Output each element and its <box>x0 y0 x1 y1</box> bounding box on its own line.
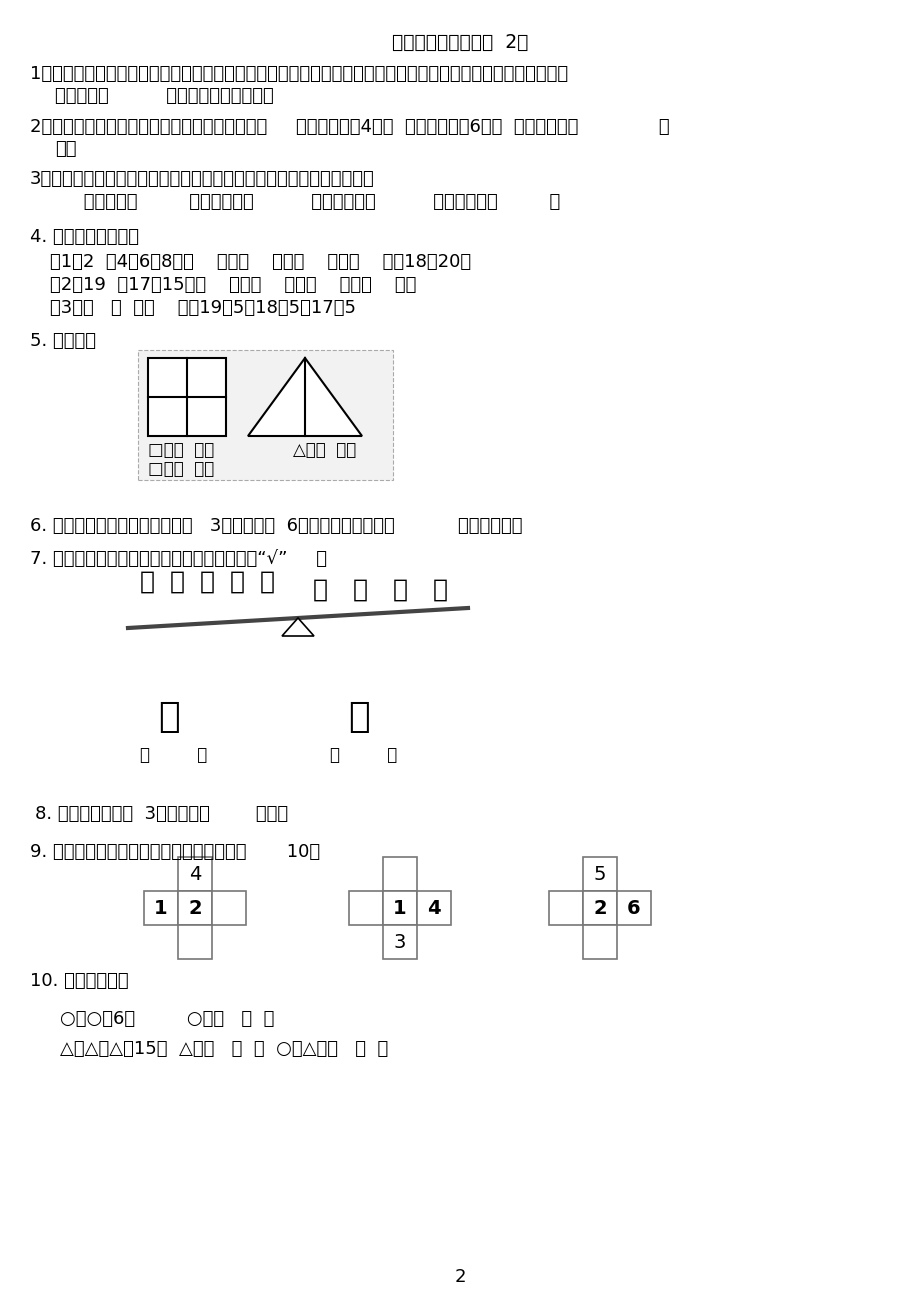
Text: 2: 2 <box>188 899 201 917</box>
Text: 🦌: 🦌 <box>347 700 369 734</box>
Text: 8. 把一条长绳剪成  3根，剪了（        ）次。: 8. 把一条长绳剪成 3根，剪了（ ）次。 <box>35 805 288 823</box>
Text: 4. 找规律，填一填。: 4. 找规律，填一填。 <box>30 228 139 246</box>
Bar <box>382 857 416 891</box>
Text: 🐒: 🐒 <box>158 700 179 734</box>
Text: 🦌: 🦌 <box>433 579 448 602</box>
Text: 5. 数一数。: 5. 数一数。 <box>30 332 96 351</box>
Text: 1: 1 <box>154 899 167 917</box>
Bar <box>583 925 617 959</box>
Text: 7. 一只小猴重还是一只小鹿重？在重的下面画“√”     。: 7. 一只小猴重还是一只小鹿重？在重的下面画“√” 。 <box>30 550 326 568</box>
Bar <box>617 891 651 925</box>
Text: 🐒: 🐒 <box>199 569 215 594</box>
Text: 6: 6 <box>627 899 641 917</box>
Bar <box>148 358 226 437</box>
Polygon shape <box>248 358 361 437</box>
Text: 多。: 多。 <box>55 139 76 158</box>
Text: ○＋○＝6，         ○＝（   ）  ，: ○＋○＝6， ○＝（ ） ， <box>60 1010 274 1028</box>
Text: 🦌: 🦌 <box>353 579 368 602</box>
Bar <box>382 925 416 959</box>
Text: 2: 2 <box>454 1268 465 1286</box>
Text: 🐒: 🐒 <box>260 569 275 594</box>
Text: 5: 5 <box>593 864 606 883</box>
Text: 6. 小朋友们排排坐，小红前面有   3人，后面有  6人，这一队一共有（           ）个小朋友。: 6. 小朋友们排排坐，小红前面有 3人，后面有 6人，这一队一共有（ ）个小朋友… <box>30 517 522 536</box>
Text: 一年级数学趣味题（  2）: 一年级数学趣味题（ 2） <box>391 33 528 52</box>
Text: 🐒: 🐒 <box>170 569 185 594</box>
Text: □有（  ）个: □有（ ）个 <box>148 440 214 459</box>
Text: 4: 4 <box>188 864 201 883</box>
Text: 🐒: 🐒 <box>140 569 154 594</box>
Text: △＋△＋△＝15，  △＝（   ）  ，  ○＋△＝（   ）  。: △＋△＋△＝15， △＝（ ） ， ○＋△＝（ ） 。 <box>60 1040 388 1058</box>
Bar <box>583 857 617 891</box>
Text: （1）2  、4、6、8、（    ）、（    ）、（    ）、（    ）、18、20。: （1）2 、4、6、8、（ ）、（ ）、（ ）、（ ）、18、20。 <box>50 253 471 271</box>
Text: 3: 3 <box>393 933 406 951</box>
Bar <box>348 891 382 925</box>
Text: 9. 填上数，使横行、竖行的三个数相加都得       10。: 9. 填上数，使横行、竖行的三个数相加都得 10。 <box>30 843 320 861</box>
Text: 4: 4 <box>426 899 440 917</box>
Bar <box>144 891 177 925</box>
Polygon shape <box>282 618 313 636</box>
Text: 🐒: 🐒 <box>230 569 244 594</box>
Bar <box>416 891 450 925</box>
Text: （2）19  、17、15、（    ）、（    ）、（    ）、（    ）。: （2）19 、17、15、（ ）、（ ）、（ ）、（ ）。 <box>50 276 416 294</box>
Text: △有（  ）个: △有（ ）个 <box>292 440 356 459</box>
Bar <box>177 925 211 959</box>
Text: 第一名：（         ）第二名：（          ）第三名：（          ）第四名：（         ）: 第一名：（ ）第二名：（ ）第三名：（ ）第四名：（ ） <box>55 193 560 211</box>
Text: 2、拔河比赛结束后老师买了些饮料给同学们喇，     可乐比雪碧多4瓶，  可乐比芬达多6瓶。  老师买的是（              ）: 2、拔河比赛结束后老师买了些饮料给同学们喇， 可乐比雪碧多4瓶， 可乐比芬达多6… <box>30 119 669 136</box>
Text: 的右边。（          ）排在队伍的最左边。: 的右边。（ ）排在队伍的最左边。 <box>55 87 274 106</box>
Text: 🦌: 🦌 <box>312 579 328 602</box>
Bar <box>177 891 211 925</box>
Text: 1: 1 <box>392 899 406 917</box>
Text: 2: 2 <box>593 899 607 917</box>
Text: （3）（   ）  、（    ）、19、5、18、5、17、5: （3）（ ） 、（ ）、19、5、18、5、17、5 <box>50 298 356 317</box>
Text: 10. 图形代表几。: 10. 图形代表几。 <box>30 972 129 990</box>
Bar <box>138 351 392 480</box>
Text: □有（  ）个: □有（ ）个 <box>148 460 214 478</box>
Bar <box>177 857 211 891</box>
Text: 3、举行跳绳比赛。秋秋跳得比丁丁少，小牛跳得比阿婷多，比秋秋少。: 3、举行跳绳比赛。秋秋跳得比丁丁少，小牛跳得比阿婷多，比秋秋少。 <box>30 169 374 188</box>
Bar <box>211 891 245 925</box>
Text: （         ）: （ ） <box>330 747 397 764</box>
Bar <box>382 891 416 925</box>
Text: 1、小猫、小狗、小兔、小猴、小熊排成一横排做广播操：兔的左边是狗；猴在熊的左边；猫的右边是狗；猴在兔: 1、小猫、小狗、小兔、小猴、小熊排成一横排做广播操：兔的左边是狗；猴在熊的左边；… <box>30 65 568 83</box>
Bar <box>549 891 583 925</box>
Bar <box>583 891 617 925</box>
Text: （         ）: （ ） <box>140 747 207 764</box>
Text: 🦌: 🦌 <box>392 579 407 602</box>
